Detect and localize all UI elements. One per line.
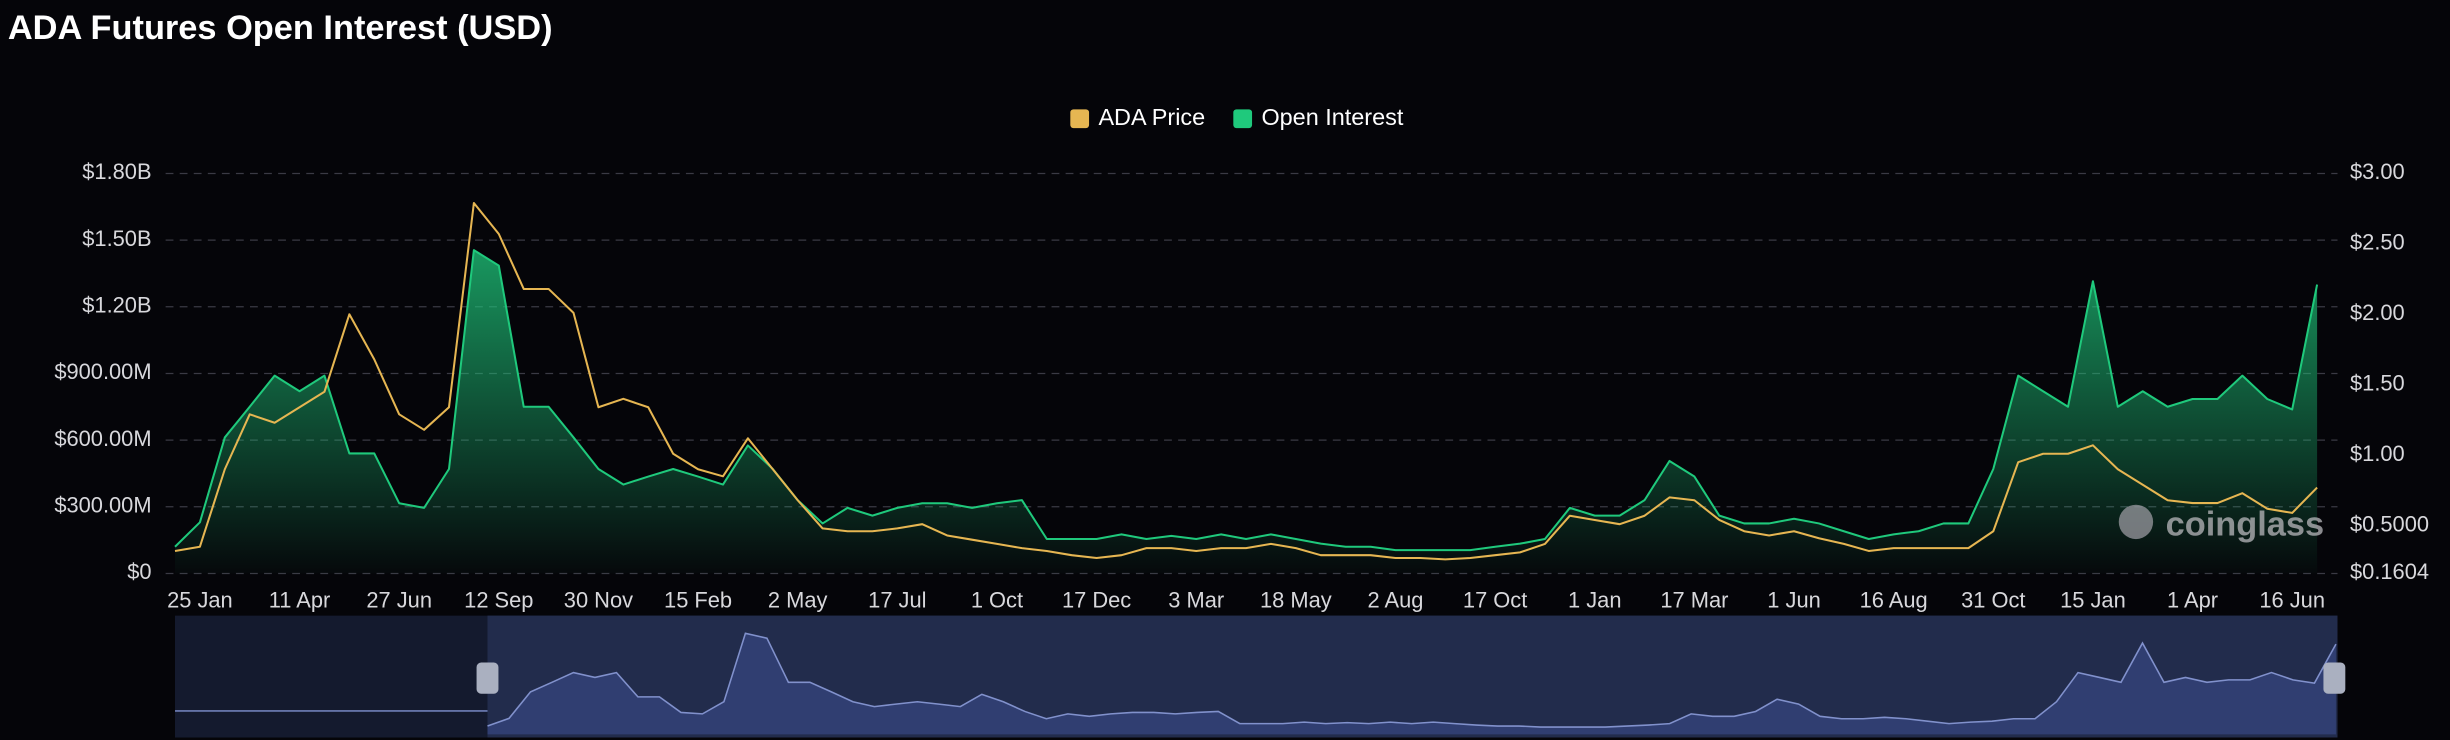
y2-tick-label: $3.00 bbox=[2350, 159, 2405, 184]
line bbox=[174, 201, 2318, 561]
legend-swatch bbox=[1070, 109, 1090, 129]
x-tick-label: 16 Jun bbox=[2259, 587, 2325, 612]
x-tick-label: 2 May bbox=[768, 587, 828, 612]
legend-swatch bbox=[1233, 109, 1253, 129]
y-tick-label: $0 bbox=[127, 559, 151, 584]
x-tick-label: 16 Aug bbox=[1860, 587, 1928, 612]
y-tick-label: $900.00M bbox=[54, 359, 151, 384]
legend-label: Open Interest bbox=[1261, 104, 1403, 130]
x-tick-label: 3 Mar bbox=[1168, 587, 1224, 612]
x-tick-label: 31 Oct bbox=[1961, 587, 2025, 612]
y-tick-label: $300.00M bbox=[54, 493, 151, 518]
y-tick-label: $600.00M bbox=[54, 426, 151, 451]
x-tick-label: 15 Feb bbox=[664, 587, 732, 612]
x-tick-label: 17 Dec bbox=[1062, 587, 1131, 612]
y2-tick-label: $2.00 bbox=[2350, 300, 2405, 325]
x-tick-label: 12 Sep bbox=[464, 587, 533, 612]
y2-tick-label: $0.1604 bbox=[2350, 559, 2429, 584]
x-tick-label: 25 Jan bbox=[167, 587, 233, 612]
navigator-area bbox=[487, 633, 2336, 735]
chart-title: ADA Futures Open Interest (USD) bbox=[8, 9, 553, 47]
x-tick-label: 1 Jan bbox=[1568, 587, 1621, 612]
navigator-line bbox=[487, 632, 2337, 728]
watermark: coinglass bbox=[2118, 504, 2325, 544]
watermark-icon bbox=[2118, 504, 2154, 540]
series-group bbox=[174, 249, 2319, 574]
navigator-handle[interactable] bbox=[476, 662, 499, 694]
navigator-handle[interactable] bbox=[2323, 662, 2346, 694]
series-group bbox=[174, 201, 2318, 561]
y-tick-label: $1.80B bbox=[82, 159, 151, 184]
x-tick-label: 11 Apr bbox=[269, 587, 331, 612]
x-tick-label: 30 Nov bbox=[564, 587, 633, 612]
x-tick-label: 17 Mar bbox=[1660, 587, 1728, 612]
x-tick-label: 27 Jun bbox=[366, 587, 432, 612]
line bbox=[174, 249, 2319, 552]
x-tick-label: 1 Apr bbox=[2167, 587, 2218, 612]
y2-tick-label: $0.5000 bbox=[2350, 511, 2429, 536]
x-tick-label: 17 Jul bbox=[868, 587, 926, 612]
x-tick-label: 2 Aug bbox=[1368, 587, 1424, 612]
x-tick-label: 1 Jun bbox=[1767, 587, 1820, 612]
y-tick-label: $1.20B bbox=[82, 293, 151, 318]
x-tick-label: 17 Oct bbox=[1463, 587, 1527, 612]
x-tick-label: 15 Jan bbox=[2060, 587, 2126, 612]
area bbox=[175, 250, 2318, 574]
y2-tick-label: $2.50 bbox=[2350, 230, 2405, 255]
legend-label: ADA Price bbox=[1098, 104, 1205, 130]
y2-tick-label: $1.00 bbox=[2350, 441, 2405, 466]
x-tick-label: 1 Oct bbox=[971, 587, 1023, 612]
x-tick-label: 18 May bbox=[1260, 587, 1332, 612]
y-tick-label: $1.50B bbox=[82, 226, 151, 251]
watermark-text: coinglass bbox=[2166, 506, 2325, 544]
y2-tick-label: $1.50 bbox=[2350, 371, 2405, 396]
